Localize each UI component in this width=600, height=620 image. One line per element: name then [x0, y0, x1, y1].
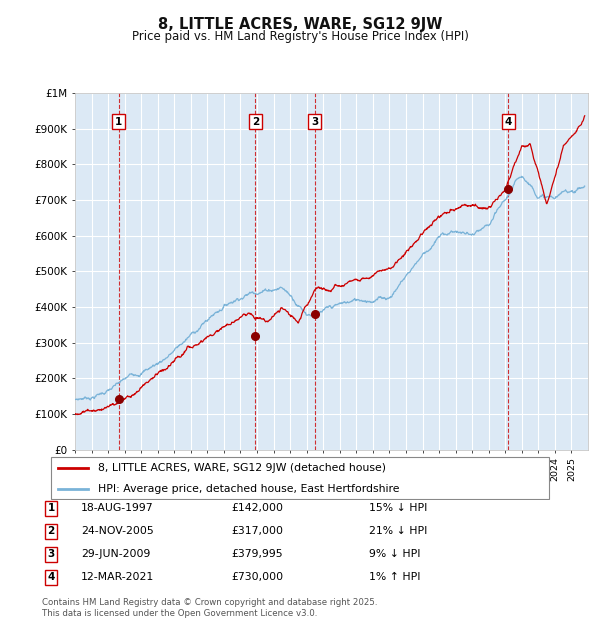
Text: Contains HM Land Registry data © Crown copyright and database right 2025.
This d: Contains HM Land Registry data © Crown c… — [42, 598, 377, 618]
FancyBboxPatch shape — [50, 457, 550, 499]
Text: 24-NOV-2005: 24-NOV-2005 — [81, 526, 154, 536]
Text: 3: 3 — [47, 549, 55, 559]
Text: 4: 4 — [47, 572, 55, 582]
Text: 3: 3 — [311, 117, 319, 126]
Text: 4: 4 — [505, 117, 512, 126]
Text: 12-MAR-2021: 12-MAR-2021 — [81, 572, 154, 582]
Text: £317,000: £317,000 — [231, 526, 283, 536]
Text: 2: 2 — [252, 117, 259, 126]
Text: 1: 1 — [47, 503, 55, 513]
Text: 29-JUN-2009: 29-JUN-2009 — [81, 549, 151, 559]
Text: 9% ↓ HPI: 9% ↓ HPI — [369, 549, 421, 559]
Text: 21% ↓ HPI: 21% ↓ HPI — [369, 526, 427, 536]
Text: £379,995: £379,995 — [231, 549, 283, 559]
Text: Price paid vs. HM Land Registry's House Price Index (HPI): Price paid vs. HM Land Registry's House … — [131, 30, 469, 43]
Text: £730,000: £730,000 — [231, 572, 283, 582]
Text: HPI: Average price, detached house, East Hertfordshire: HPI: Average price, detached house, East… — [98, 484, 400, 494]
Text: 2: 2 — [47, 526, 55, 536]
Text: 1% ↑ HPI: 1% ↑ HPI — [369, 572, 421, 582]
Text: £142,000: £142,000 — [231, 503, 283, 513]
Text: 8, LITTLE ACRES, WARE, SG12 9JW: 8, LITTLE ACRES, WARE, SG12 9JW — [158, 17, 442, 32]
Text: 15% ↓ HPI: 15% ↓ HPI — [369, 503, 427, 513]
Text: 1: 1 — [115, 117, 122, 126]
Text: 8, LITTLE ACRES, WARE, SG12 9JW (detached house): 8, LITTLE ACRES, WARE, SG12 9JW (detache… — [98, 463, 386, 473]
Text: 18-AUG-1997: 18-AUG-1997 — [81, 503, 154, 513]
